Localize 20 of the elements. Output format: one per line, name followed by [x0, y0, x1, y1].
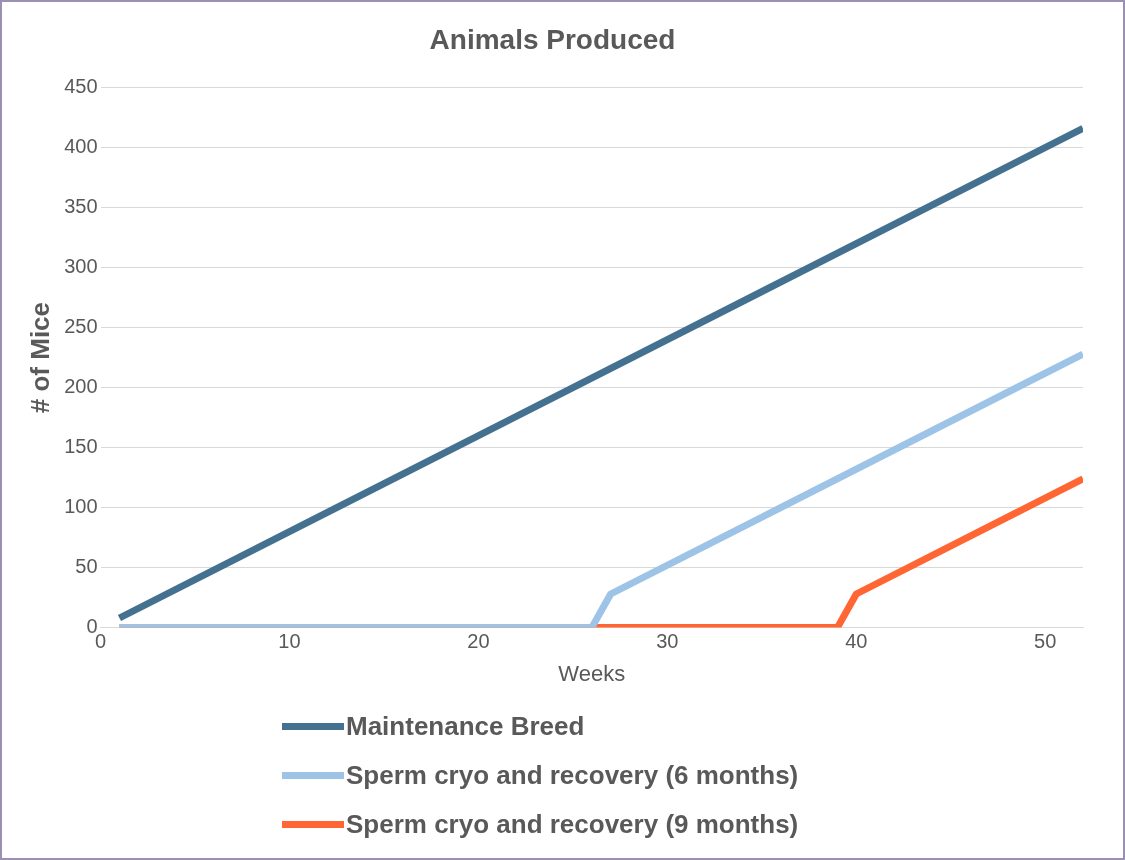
y-tick-label: 50 [75, 555, 98, 578]
legend-label: Sperm cryo and recovery (9 months) [346, 809, 799, 840]
y-tick-label: 250 [64, 315, 98, 338]
x-tick-label: 30 [656, 630, 679, 653]
x-axis-title: Weeks [558, 660, 626, 686]
x-tick-label: 20 [467, 630, 490, 653]
x-tick-label: 40 [845, 630, 868, 653]
y-tick-label: 400 [64, 135, 98, 158]
y-tick-label: 450 [64, 75, 98, 98]
y-tick-label: 150 [64, 435, 98, 458]
y-tick-label: 350 [64, 195, 98, 218]
y-tick-label: 200 [64, 375, 98, 398]
y-tick-label: 100 [64, 495, 98, 518]
chart-title: Animals Produced [429, 23, 676, 55]
legend-label: Maintenance Breed [346, 711, 585, 742]
x-tick-label: 50 [1034, 630, 1057, 653]
y-axis-title: # of Mice [24, 301, 55, 414]
x-tick-label: 10 [278, 630, 301, 653]
y-tick-label: 300 [64, 255, 98, 278]
legend-label: Sperm cryo and recovery (6 months) [346, 760, 799, 791]
